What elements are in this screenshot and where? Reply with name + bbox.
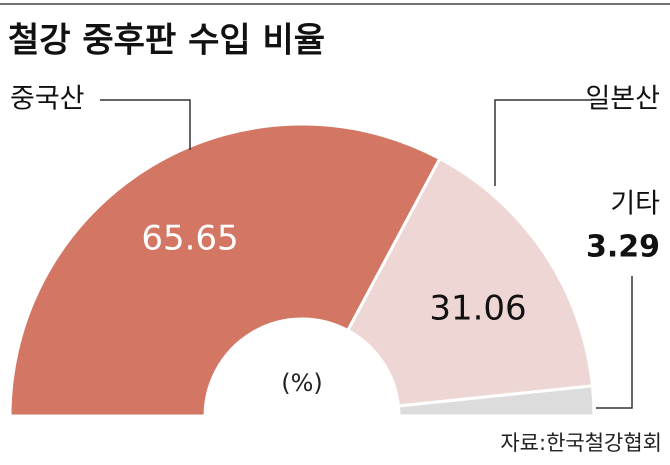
value-label: 3.29	[586, 230, 660, 265]
category-label: 중국산	[10, 84, 85, 115]
leader-line	[100, 99, 191, 150]
value-label: 31.06	[429, 289, 526, 329]
chart-title: 철강 중후판 수입 비율	[8, 21, 325, 61]
category-label: 기타	[610, 189, 660, 220]
leader-line	[494, 99, 592, 186]
leader-line	[596, 276, 633, 409]
category-label: 일본산	[585, 84, 660, 115]
unit-label: (%)	[281, 369, 323, 397]
source: 자료:한국철강협회	[500, 431, 662, 455]
donut-segment	[345, 156, 595, 408]
donut-segment	[396, 384, 596, 418]
donut-segment	[8, 122, 442, 418]
value-label: 65.65	[141, 219, 238, 259]
